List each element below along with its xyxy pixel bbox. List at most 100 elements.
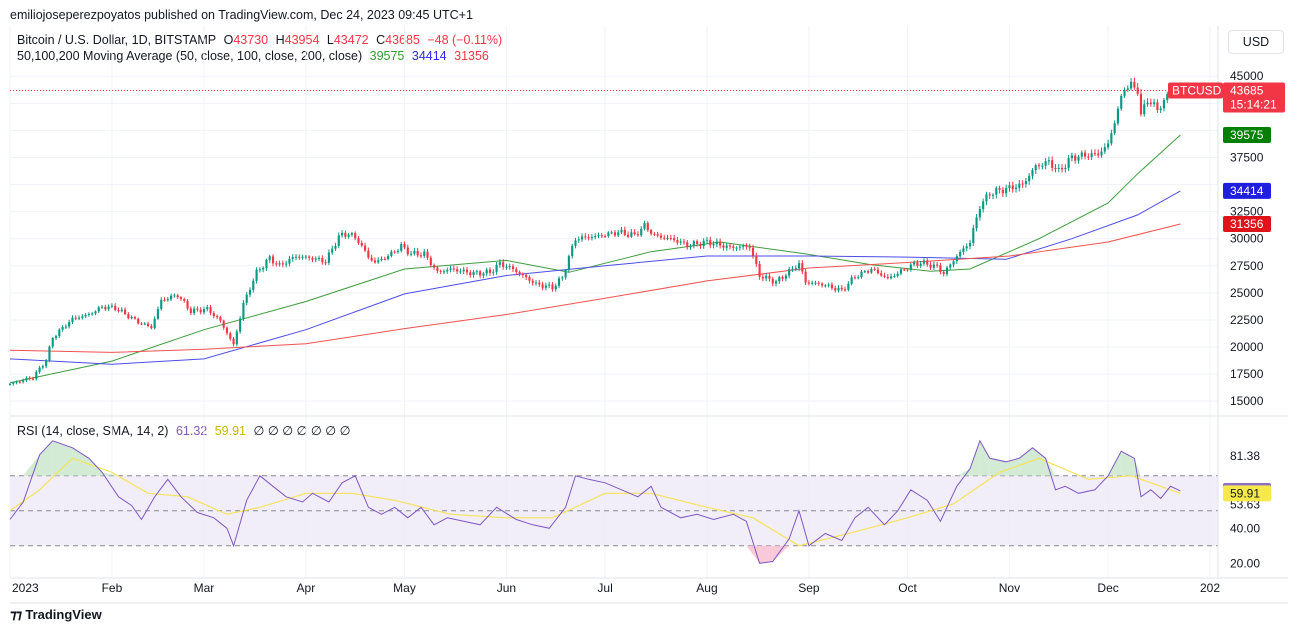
rsi-overbought-fill [102,472,119,476]
ma-line-200 [9,223,1181,353]
candle-body [1070,155,1073,159]
candle-body [837,287,840,291]
candle-body [127,314,130,319]
ma100-badge-bg [1223,182,1271,199]
rsi-overbought-fill [1019,447,1033,476]
candle-body [291,257,294,259]
candle-body [955,256,958,262]
rsi-overbought-fill [970,440,980,476]
x-tick-label: Aug [696,581,717,595]
candle-body [462,269,465,272]
candle-body [383,259,386,261]
candle-body [41,366,44,368]
candle-body [633,232,636,235]
candle-body [482,273,485,276]
candle-body [896,273,899,277]
candle-body [883,275,886,277]
candle-body [521,273,524,276]
candle-body [705,239,709,241]
candle-body [636,234,640,236]
rsi-legend[interactable]: RSI (14, close, SMA, 14, 2) 61.32 59.91 … [17,423,355,438]
tradingview-logo[interactable]: ⁊⁊ TradingView [10,607,102,623]
candle-body [173,295,176,297]
candle-body [656,234,659,236]
candle-body [400,244,403,251]
candle-body [107,306,110,310]
candle-body [212,313,215,317]
y-tick-label: 17500 [1230,367,1264,381]
candle-body [768,275,771,279]
candle-body [308,256,311,258]
candle-body [429,257,432,266]
candle-body [410,253,413,255]
candle-body [479,271,482,276]
candle-body [377,260,380,263]
candle-body [801,263,804,272]
candle-body [682,241,686,243]
candle-body [71,317,74,323]
candle-body [452,268,455,270]
candle-body [1149,102,1152,105]
candle-body [982,201,985,210]
candle-body [676,240,679,243]
x-tick-label: Apr [297,581,316,595]
rsi-sma-badge-text: 59.91 [1230,486,1260,500]
candle-body [696,241,699,244]
candle-body [235,331,238,345]
candle-body [196,308,199,310]
candle-body [242,302,245,319]
candle-body [35,371,38,379]
rsi-overbought-fill [1134,458,1141,476]
candle-body [456,269,459,272]
candle-body [758,263,761,277]
candle-body [153,318,156,329]
candle-body [48,346,51,361]
candle-body [640,228,643,236]
ma100-badge-text: 34414 [1230,184,1264,198]
candle-body [390,251,393,256]
candle-body [528,277,531,281]
candle-body [166,299,169,301]
candle-body [31,378,35,380]
candle-body [239,318,242,332]
candle-body [219,316,222,321]
candle-body [689,245,692,248]
candle-body [742,245,745,247]
candle-body [245,294,248,303]
candle-body [551,284,554,290]
candle-body [1074,155,1077,161]
candle-body [968,243,972,247]
rsi-oversold-fill [772,545,790,562]
ma200-badge-text: 31356 [1230,217,1264,231]
ma-legend[interactable]: 50,100,200 Moving Average (50, close, 10… [17,49,493,63]
candle-body [298,256,301,258]
candle-body [1054,167,1057,169]
candle-body [534,282,538,284]
candle-body [571,245,574,257]
candle-body [492,271,495,273]
y-tick-label: 15000 [1230,394,1264,408]
candle-body [278,263,281,265]
symbol-legend[interactable]: Bitcoin / U.S. Dollar, 1D, BITSTAMP O437… [17,33,506,47]
candle-body [248,289,252,295]
ma50-badge-bg [1223,127,1271,144]
candle-body [735,247,738,249]
candle-body [147,323,150,327]
candle-body [1153,102,1156,105]
ma50-badge-text: 39575 [1230,128,1264,142]
candle-body [962,248,965,252]
candle-body [275,263,278,265]
candle-body [475,271,478,273]
candle-body [870,269,873,273]
candle-body [347,234,350,237]
candle-body [544,285,547,288]
currency-button[interactable]: USD [1228,30,1284,54]
candle-body [301,256,304,258]
na-values: ∅ ∅ ∅ ∅ ∅ ∅ ∅ [253,424,351,438]
candle-body [1051,160,1054,168]
close-value: 43685 [385,33,420,47]
last-price-text: 43685 [1230,83,1264,97]
candle-body [117,309,120,312]
candle-body [508,266,511,268]
